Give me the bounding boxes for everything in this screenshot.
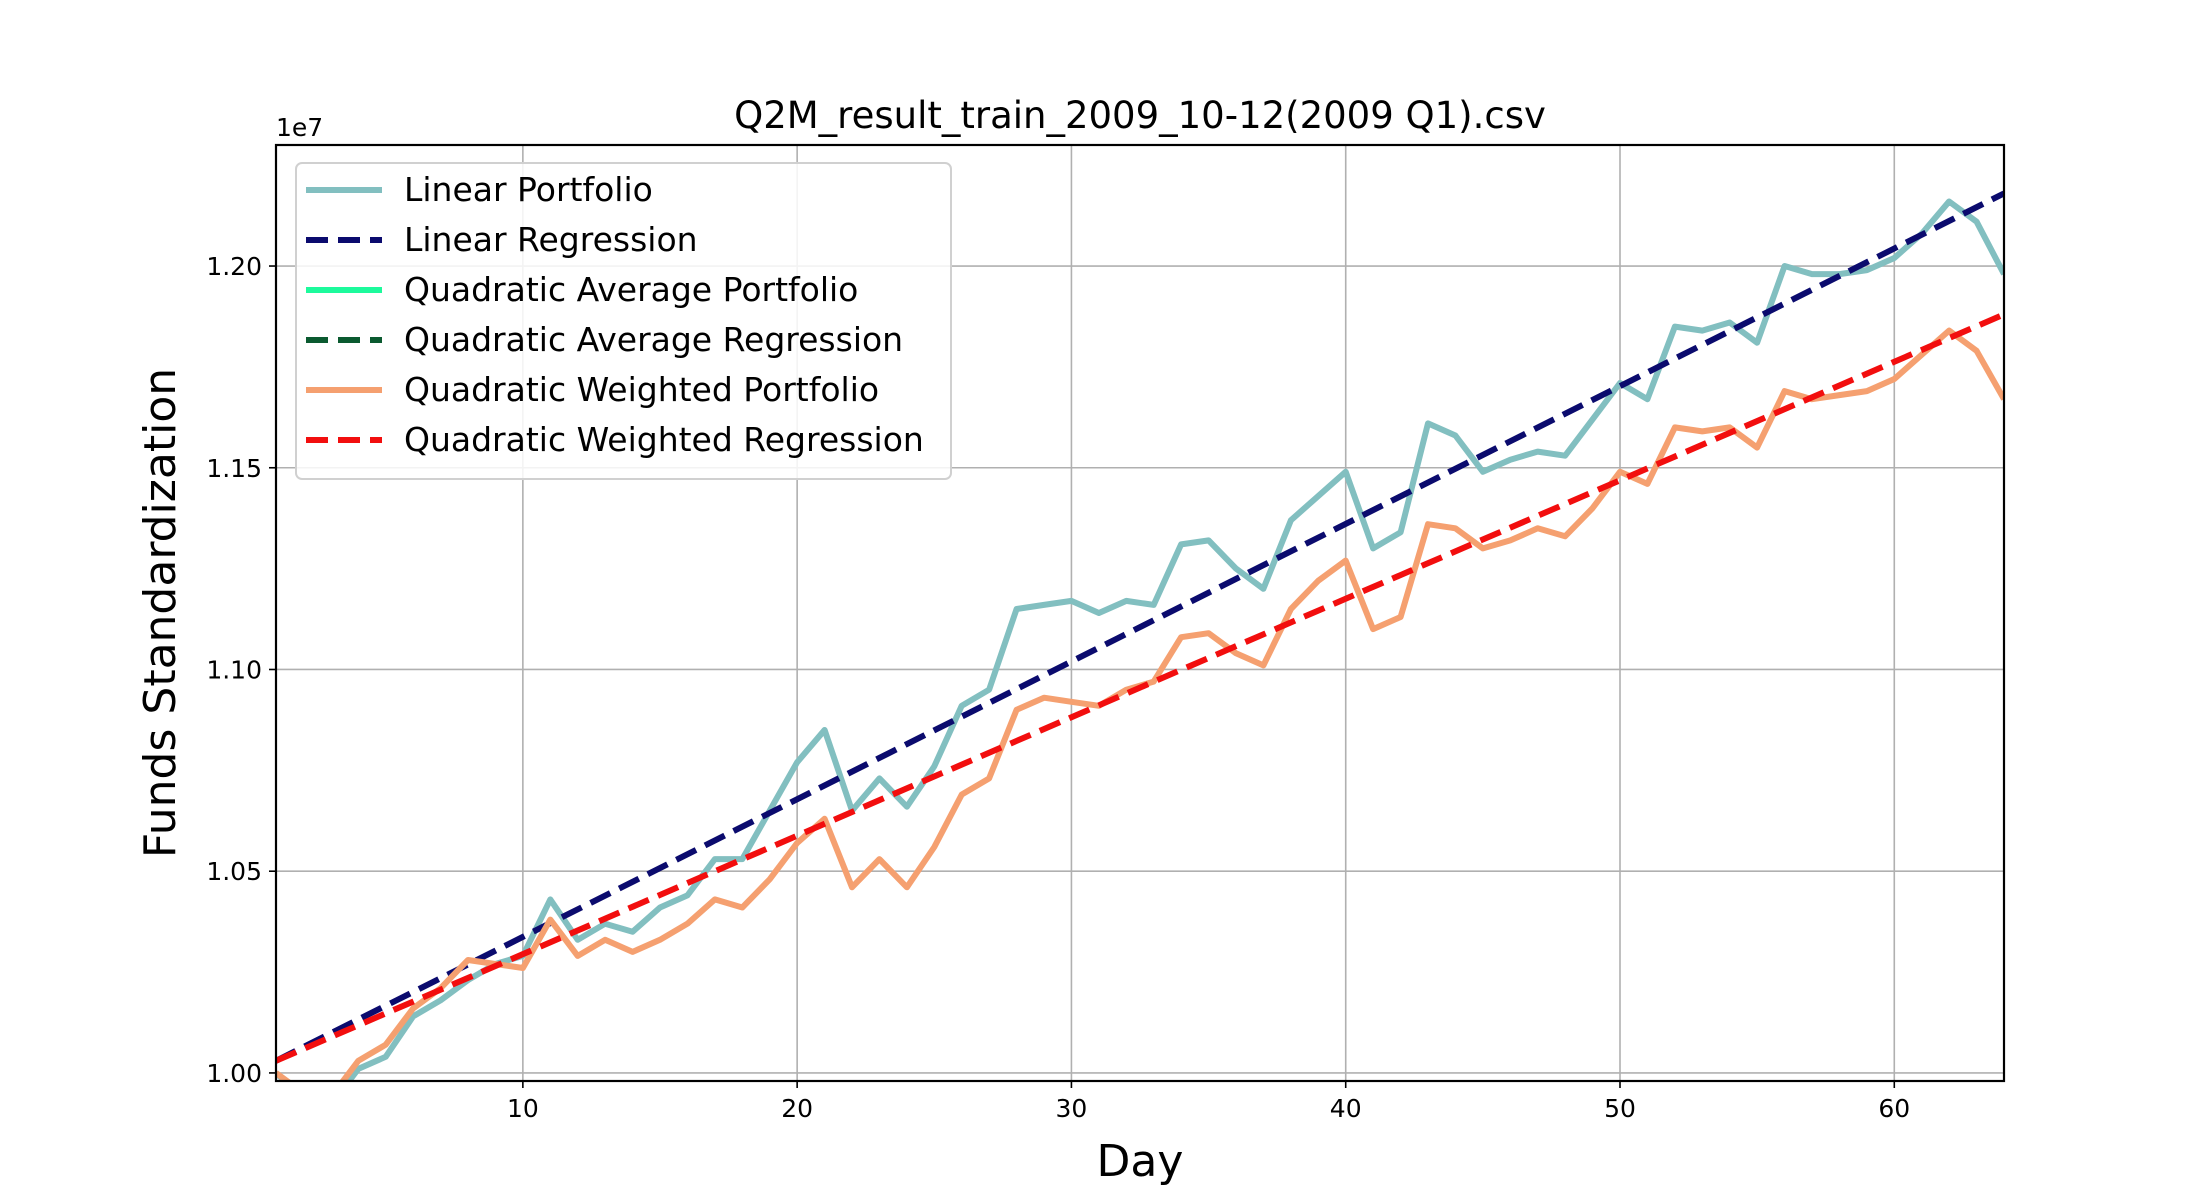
x-tick-label: 50 <box>1604 1094 1636 1123</box>
linear-regression-line <box>276 190 2004 1064</box>
x-tick-label: 30 <box>1056 1094 1088 1123</box>
series-layer <box>276 190 2004 1081</box>
legend-label-linear-portfolio: Linear Portfolio <box>404 170 653 209</box>
plot-frame <box>274 143 2006 1083</box>
y-axis-label: Funds Standardization <box>135 368 186 858</box>
legend: Linear Portfolio Linear Regression Quadrat… <box>295 162 952 480</box>
x-axis-label: Day <box>1097 1136 1184 1187</box>
grid <box>276 145 2004 1081</box>
linear-portfolio-line <box>276 198 2004 1081</box>
legend-label-quadratic-average-regression: Quadratic Average Regression <box>404 320 903 359</box>
quadratic-weighted-regression-line <box>276 311 2004 1064</box>
x-tick-label: 20 <box>781 1094 813 1123</box>
y-tick-label: 1.00 <box>206 1059 262 1088</box>
legend-label-quadratic-weighted-portfolio: Quadratic Weighted Portfolio <box>404 370 879 409</box>
y-tick-label: 1.05 <box>206 857 262 886</box>
x-tick-label: 60 <box>1878 1094 1910 1123</box>
legend-label-linear-regression: Linear Regression <box>404 220 698 259</box>
x-tick-label: 10 <box>507 1094 539 1123</box>
y-tick-label: 1.20 <box>206 252 262 281</box>
legend-box <box>295 162 952 480</box>
y-tick-label: 1.10 <box>206 655 262 684</box>
chart-title: Q2M_result_train_2009_10-12(2009 Q1).csv <box>734 94 1546 137</box>
y-tick-label: 1.15 <box>206 454 262 483</box>
x-tick-label: 40 <box>1330 1094 1362 1123</box>
legend-label-quadratic-average-portfolio: Quadratic Average Portfolio <box>404 270 858 309</box>
ticks: 10 20 30 40 50 60 1.00 1.05 1.10 1.15 1.20 <box>206 252 1910 1123</box>
legend-label-quadratic-weighted-regression: Quadratic Weighted Regression <box>404 420 924 459</box>
y-offset-text: 1e7 <box>276 113 323 142</box>
